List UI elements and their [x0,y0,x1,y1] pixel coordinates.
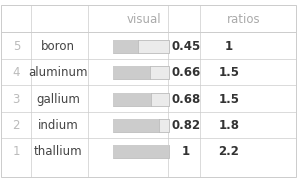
Bar [113,40,169,53]
Bar [113,93,151,106]
Bar [113,145,169,159]
Text: gallium: gallium [36,93,80,106]
Text: aluminum: aluminum [28,66,88,79]
Text: boron: boron [41,40,75,53]
Text: 1.8: 1.8 [218,119,239,132]
Text: 1: 1 [12,145,20,159]
Text: 2: 2 [12,119,20,132]
Text: 1.5: 1.5 [218,93,239,106]
Text: 5: 5 [13,40,20,53]
Text: 0.45: 0.45 [171,40,200,53]
Bar [113,93,169,106]
Text: 0.82: 0.82 [171,119,200,132]
Text: 0.68: 0.68 [171,93,200,106]
Bar [113,145,169,159]
Bar [113,40,138,53]
Text: ratios: ratios [227,13,261,26]
Text: 4: 4 [12,66,20,79]
Text: indium: indium [37,119,78,132]
Text: 0.66: 0.66 [171,66,200,79]
Bar [113,66,150,79]
Text: 1: 1 [225,40,233,53]
Bar [113,119,169,132]
Text: visual: visual [127,13,161,26]
Bar [113,66,169,79]
Text: 1: 1 [181,145,190,159]
Bar [113,119,159,132]
Text: 3: 3 [13,93,20,106]
Text: 2.2: 2.2 [218,145,239,159]
Text: 1.5: 1.5 [218,66,239,79]
Text: thallium: thallium [34,145,82,159]
